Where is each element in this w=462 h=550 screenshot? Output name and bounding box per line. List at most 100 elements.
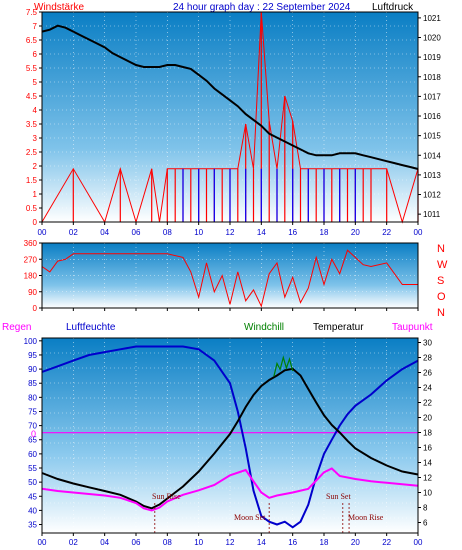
- y-tick-label-right: 16: [423, 444, 432, 453]
- marker-label-sun-rise: Sun Rise: [152, 492, 181, 501]
- compass-north-top: N: [437, 243, 445, 255]
- y-tick-label: 45: [28, 492, 37, 501]
- y-tick-label-right: 10: [423, 489, 432, 498]
- y-tick-label: 35: [28, 521, 37, 530]
- y-tick-label: 0: [33, 218, 38, 227]
- humidity-line: [41, 345, 419, 529]
- x-tick-label: 22: [382, 538, 391, 547]
- y-tick-label-right: 1021: [423, 14, 441, 23]
- y-tick-label: 180: [24, 272, 38, 281]
- x-tick-label: 04: [100, 228, 109, 237]
- y-tick-label-right: 18: [423, 429, 432, 438]
- y-tick-label-right: 30: [423, 339, 432, 348]
- y-tick-label-right: 1020: [423, 34, 441, 43]
- marker-label-moon-set: Moon Set: [234, 513, 266, 522]
- dewpoint-line: [41, 467, 419, 512]
- x-tick-label: 22: [382, 228, 391, 237]
- wind-speed-bars: [72, 12, 419, 222]
- x-tick-label: 04: [100, 538, 109, 547]
- y-tick-label: 75: [28, 407, 37, 416]
- x-tick-label: 10: [194, 538, 203, 547]
- y-tick-label: 0: [33, 304, 38, 313]
- windchill-line: [273, 355, 294, 377]
- chart-title: 24 hour graph day : 22 September 2024: [173, 2, 351, 13]
- y-tick-label: 5: [33, 78, 38, 87]
- marker-label-moon-rise: Moon Rise: [348, 513, 384, 522]
- legend-windchill: Windchill: [244, 322, 284, 333]
- y-tick-label: 3: [33, 134, 38, 143]
- y-tick-label: 3.5: [26, 120, 38, 129]
- x-tick-label: 02: [69, 538, 78, 547]
- x-tick-label: 00: [38, 538, 47, 547]
- y-tick-label: 50: [28, 478, 37, 487]
- x-tick-label: 12: [226, 538, 235, 547]
- wind-direction-axes: 0 90 180 270 360: [24, 239, 419, 313]
- y-tick-label: 7: [33, 22, 38, 31]
- y-tick-label-right: 6: [423, 519, 428, 528]
- legend-luftfeuchte: Luftfeuchte: [66, 322, 116, 333]
- y-tick-label-right: 1019: [423, 53, 441, 62]
- x-tick-label: 08: [163, 228, 172, 237]
- x-tick-label: 14: [257, 538, 266, 547]
- x-tick-label: 16: [288, 228, 297, 237]
- header-right-label: Luftdruck: [372, 2, 414, 13]
- y-tick-label: 90: [28, 288, 37, 297]
- y-tick-label-right: 20: [423, 414, 432, 423]
- x-tick-label: 08: [163, 538, 172, 547]
- x-tick-label: 06: [132, 538, 141, 547]
- compass-south: S: [437, 275, 444, 287]
- y-tick-label-right: 22: [423, 399, 432, 408]
- y-tick-label: 90: [28, 365, 37, 374]
- marker-label-sun-set: Sun Set: [326, 492, 351, 501]
- y-tick-label: 100: [24, 337, 38, 346]
- compass-east: O: [437, 291, 446, 303]
- y-tick-label: 360: [24, 239, 38, 248]
- legend-regen: Regen: [2, 322, 31, 333]
- wind-direction-series: [41, 249, 418, 308]
- y-tick-label: 6: [33, 50, 38, 59]
- y-tick-label: 40: [28, 506, 37, 515]
- x-tick-label: 02: [69, 228, 78, 237]
- y-tick-label: 1: [33, 190, 38, 199]
- wind-gust-bars: [182, 168, 356, 222]
- wind-pressure-axes: 00 02 04 06 08 10 12 14 16 18 20 22 0000.511.522.533…: [26, 8, 441, 237]
- temperature-line: [41, 367, 419, 510]
- x-tick-label: 20: [351, 538, 360, 547]
- y-tick-label-right: 1016: [423, 112, 441, 121]
- y-tick-label-right: 24: [423, 384, 432, 393]
- y-tick-label: 85: [28, 379, 37, 388]
- legend-temperatur: Temperatur: [313, 322, 364, 333]
- y-tick-label-right: 1017: [423, 92, 441, 101]
- y-tick-label: 7.5: [26, 8, 38, 17]
- x-tick-label: 00: [414, 228, 423, 237]
- x-tick-label: 20: [351, 228, 360, 237]
- x-tick-label: 14: [257, 228, 266, 237]
- y-tick-label-right: 1012: [423, 191, 441, 200]
- y-tick-label-right: 8: [423, 504, 428, 513]
- y-tick-label: 70: [28, 422, 37, 431]
- y-tick-label: 4.5: [26, 92, 38, 101]
- y-tick-label: 4: [33, 106, 38, 115]
- y-tick-label-right: 28: [423, 354, 432, 363]
- y-tick-label: 6.5: [26, 36, 38, 45]
- y-tick-label-right: 1011: [423, 210, 441, 219]
- y-tick-label-right: 1018: [423, 73, 441, 82]
- temp-humidity-series: [41, 345, 419, 533]
- y-tick-label: 5.5: [26, 64, 38, 73]
- x-tick-label: 12: [226, 228, 235, 237]
- y-tick-label: 270: [24, 255, 38, 264]
- x-tick-label: 06: [132, 228, 141, 237]
- y-tick-label-right: 14: [423, 459, 432, 468]
- pressure-line: [41, 24, 419, 170]
- x-tick-label: 00: [414, 538, 423, 547]
- wind-direction-line: [41, 249, 418, 308]
- y-tick-label-right: 1014: [423, 151, 441, 160]
- y-tick-label: 0.5: [26, 204, 38, 213]
- x-tick-label: 10: [194, 228, 203, 237]
- x-tick-label: 00: [38, 228, 47, 237]
- temp-humidity-axes: 00 02 04 06 08 10 12 14 16 18 20 22 0035404550556065…: [24, 337, 433, 547]
- compass-north-bottom: N: [437, 307, 445, 319]
- y-tick-label-right: 1015: [423, 132, 441, 141]
- x-tick-label: 16: [288, 538, 297, 547]
